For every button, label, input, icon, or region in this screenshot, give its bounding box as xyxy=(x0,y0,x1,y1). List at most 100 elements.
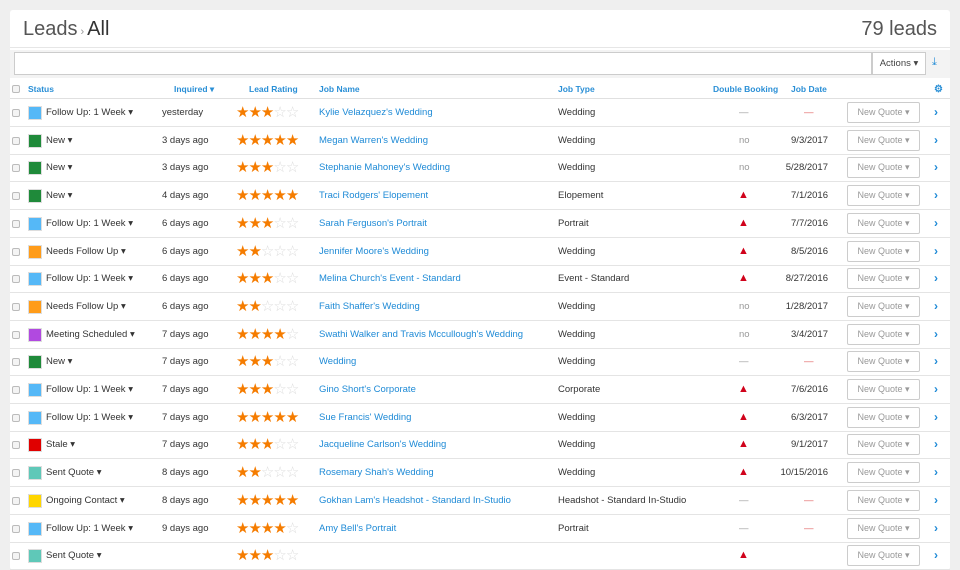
job-name-link[interactable]: Traci Rodgers' Elopement xyxy=(319,190,429,202)
star-empty-icon[interactable]: ☆ xyxy=(285,159,299,177)
star-filled-icon[interactable]: ★ xyxy=(273,491,286,509)
star-empty-icon[interactable]: ☆ xyxy=(285,270,299,288)
row-checkbox[interactable] xyxy=(12,302,20,311)
lead-rating[interactable]: ★★★☆☆ xyxy=(236,154,299,181)
new-quote-button[interactable]: New Quote ▾ xyxy=(847,406,920,428)
status-dropdown[interactable]: Follow Up: 1 Week ▾ xyxy=(46,217,133,229)
star-filled-icon[interactable]: ★ xyxy=(236,214,249,232)
star-filled-icon[interactable]: ★ xyxy=(260,104,274,121)
job-name-link[interactable]: Megan Warren's Wedding xyxy=(319,134,429,146)
star-filled-icon[interactable]: ★ xyxy=(260,214,274,232)
star-filled-icon[interactable]: ★ xyxy=(260,159,274,177)
star-empty-icon[interactable]: ☆ xyxy=(285,297,299,315)
status-dropdown[interactable]: Follow Up: 1 Week ▾ xyxy=(46,522,133,534)
star-empty-icon[interactable]: ☆ xyxy=(273,353,286,371)
row-checkbox[interactable] xyxy=(12,192,20,201)
star-filled-icon[interactable]: ★ xyxy=(248,381,261,398)
status-dropdown[interactable]: Ongoing Contact ▾ xyxy=(46,494,125,506)
star-filled-icon[interactable]: ★ xyxy=(236,408,249,426)
star-filled-icon[interactable]: ★ xyxy=(236,491,249,509)
row-checkbox[interactable] xyxy=(12,552,20,561)
job-name-link[interactable]: Jennifer Moore's Wedding xyxy=(319,245,429,257)
star-filled-icon[interactable]: ★ xyxy=(236,436,249,454)
star-empty-icon[interactable]: ☆ xyxy=(285,436,299,454)
star-filled-icon[interactable]: ★ xyxy=(248,159,261,177)
lead-rating[interactable]: ★★☆☆☆ xyxy=(236,459,299,486)
new-quote-button[interactable]: New Quote ▾ xyxy=(847,489,920,511)
job-name-link[interactable]: Faith Shaffer's Wedding xyxy=(319,300,420,312)
row-checkbox[interactable] xyxy=(12,136,20,145)
chevron-right-icon[interactable]: › xyxy=(934,132,938,147)
chevron-right-icon[interactable]: › xyxy=(934,188,938,203)
star-filled-icon[interactable]: ★ xyxy=(248,187,261,205)
new-quote-button[interactable]: New Quote ▾ xyxy=(847,462,920,484)
star-filled-icon[interactable]: ★ xyxy=(260,325,274,343)
star-filled-icon[interactable]: ★ xyxy=(248,408,261,426)
star-filled-icon[interactable]: ★ xyxy=(248,131,261,149)
chevron-right-icon[interactable]: › xyxy=(934,326,938,341)
new-quote-button[interactable]: New Quote ▾ xyxy=(847,268,920,290)
job-name-link[interactable]: Kylie Velazquez's Wedding xyxy=(319,107,433,118)
star-filled-icon[interactable]: ★ xyxy=(273,408,286,426)
star-empty-icon[interactable]: ☆ xyxy=(273,464,286,482)
status-dropdown[interactable]: Stale ▾ xyxy=(46,439,76,451)
star-filled-icon[interactable]: ★ xyxy=(248,436,261,454)
status-dropdown[interactable]: New ▾ xyxy=(46,162,73,174)
status-dropdown[interactable]: Meeting Scheduled ▾ xyxy=(46,328,135,340)
star-filled-icon[interactable]: ★ xyxy=(236,242,249,260)
chevron-right-icon[interactable]: › xyxy=(934,548,938,563)
star-filled-icon[interactable]: ★ xyxy=(273,519,286,537)
star-filled-icon[interactable]: ★ xyxy=(236,464,249,482)
gear-icon[interactable]: ⚙ xyxy=(934,84,943,95)
select-all-checkbox[interactable] xyxy=(12,85,20,93)
star-filled-icon[interactable]: ★ xyxy=(285,131,299,149)
row-checkbox[interactable] xyxy=(12,524,20,533)
star-filled-icon[interactable]: ★ xyxy=(236,187,249,205)
new-quote-button[interactable]: New Quote ▾ xyxy=(847,295,920,317)
star-empty-icon[interactable]: ☆ xyxy=(285,104,299,121)
row-checkbox[interactable] xyxy=(12,413,20,422)
status-dropdown[interactable]: Needs Follow Up ▾ xyxy=(46,245,126,257)
star-filled-icon[interactable]: ★ xyxy=(248,519,261,537)
lead-rating[interactable]: ★★★★★ xyxy=(236,182,299,209)
job-name-link[interactable]: Wedding xyxy=(319,356,357,368)
new-quote-button[interactable]: New Quote ▾ xyxy=(847,323,920,345)
chevron-right-icon[interactable]: › xyxy=(934,271,938,286)
row-checkbox[interactable] xyxy=(12,247,20,256)
actions-button[interactable]: Actions ▾ xyxy=(872,52,926,75)
lead-rating[interactable]: ★★★☆☆ xyxy=(236,542,299,569)
new-quote-button[interactable]: New Quote ▾ xyxy=(847,351,920,373)
lead-rating[interactable]: ★★★☆☆ xyxy=(236,99,299,126)
star-empty-icon[interactable]: ☆ xyxy=(273,242,286,260)
status-dropdown[interactable]: Follow Up: 1 Week ▾ xyxy=(46,107,133,118)
new-quote-button[interactable]: New Quote ▾ xyxy=(847,379,920,400)
star-filled-icon[interactable]: ★ xyxy=(285,408,299,426)
new-quote-button[interactable]: New Quote ▾ xyxy=(847,212,920,234)
star-filled-icon[interactable]: ★ xyxy=(260,547,274,565)
star-filled-icon[interactable]: ★ xyxy=(236,381,249,398)
row-checkbox[interactable] xyxy=(12,164,20,173)
chevron-right-icon[interactable]: › xyxy=(934,465,938,480)
star-empty-icon[interactable]: ☆ xyxy=(285,519,299,537)
star-filled-icon[interactable]: ★ xyxy=(248,104,261,121)
search-input[interactable] xyxy=(14,52,872,75)
job-name-link[interactable]: Sue Francis' Wedding xyxy=(319,411,412,423)
row-checkbox[interactable] xyxy=(12,330,20,339)
star-empty-icon[interactable]: ☆ xyxy=(285,547,299,565)
status-dropdown[interactable]: Sent Quote ▾ xyxy=(46,467,102,479)
star-filled-icon[interactable]: ★ xyxy=(260,187,274,205)
star-filled-icon[interactable]: ★ xyxy=(236,519,249,537)
job-name-link[interactable]: Melina Church's Event - Standard xyxy=(319,273,461,285)
star-empty-icon[interactable]: ☆ xyxy=(273,297,286,315)
job-name-link[interactable]: Amy Bell's Portrait xyxy=(319,522,397,534)
new-quote-button[interactable]: New Quote ▾ xyxy=(847,240,920,262)
status-dropdown[interactable]: Follow Up: 1 Week ▾ xyxy=(46,384,133,395)
status-dropdown[interactable]: New ▾ xyxy=(46,356,73,368)
star-empty-icon[interactable]: ☆ xyxy=(273,214,286,232)
star-empty-icon[interactable]: ☆ xyxy=(285,353,299,371)
lead-rating[interactable]: ★★☆☆☆ xyxy=(236,293,299,320)
star-empty-icon[interactable]: ☆ xyxy=(285,214,299,232)
job-name-link[interactable]: Sarah Ferguson's Portrait xyxy=(319,217,427,229)
star-filled-icon[interactable]: ★ xyxy=(260,436,274,454)
star-filled-icon[interactable]: ★ xyxy=(260,270,274,288)
